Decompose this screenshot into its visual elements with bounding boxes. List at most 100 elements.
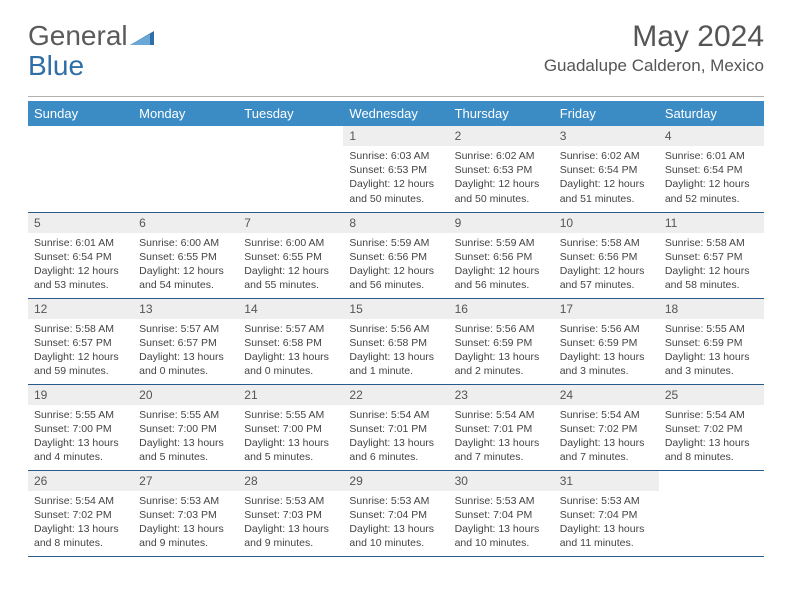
day-details: Sunrise: 5:54 AMSunset: 7:02 PMDaylight:… [659, 405, 764, 469]
calendar-head: SundayMondayTuesdayWednesdayThursdayFrid… [28, 101, 764, 126]
day-details: Sunrise: 5:55 AMSunset: 7:00 PMDaylight:… [238, 405, 343, 469]
day-number: 26 [28, 471, 133, 491]
calendar-cell: 6Sunrise: 6:00 AMSunset: 6:55 PMDaylight… [133, 212, 238, 298]
day-details: Sunrise: 5:59 AMSunset: 6:56 PMDaylight:… [449, 233, 554, 297]
day-details: Sunrise: 5:55 AMSunset: 7:00 PMDaylight:… [133, 405, 238, 469]
calendar-cell: 27Sunrise: 5:53 AMSunset: 7:03 PMDayligh… [133, 470, 238, 556]
calendar-cell: 19Sunrise: 5:55 AMSunset: 7:00 PMDayligh… [28, 384, 133, 470]
calendar-cell: 30Sunrise: 5:53 AMSunset: 7:04 PMDayligh… [449, 470, 554, 556]
calendar-cell: 28Sunrise: 5:53 AMSunset: 7:03 PMDayligh… [238, 470, 343, 556]
day-number: 11 [659, 213, 764, 233]
calendar-cell: 29Sunrise: 5:53 AMSunset: 7:04 PMDayligh… [343, 470, 448, 556]
location: Guadalupe Calderon, Mexico [544, 56, 764, 76]
day-number: 16 [449, 299, 554, 319]
calendar-week-row: 12Sunrise: 5:58 AMSunset: 6:57 PMDayligh… [28, 298, 764, 384]
calendar-cell: . [133, 126, 238, 212]
header: General May 2024 Guadalupe Calderon, Mex… [28, 20, 764, 76]
weekday-header: Thursday [449, 101, 554, 126]
day-details: Sunrise: 5:53 AMSunset: 7:04 PMDaylight:… [449, 491, 554, 555]
calendar-cell: . [28, 126, 133, 212]
day-details: Sunrise: 6:02 AMSunset: 6:53 PMDaylight:… [449, 146, 554, 210]
day-number: 27 [133, 471, 238, 491]
calendar-cell: 13Sunrise: 5:57 AMSunset: 6:57 PMDayligh… [133, 298, 238, 384]
calendar-cell: 11Sunrise: 5:58 AMSunset: 6:57 PMDayligh… [659, 212, 764, 298]
day-number: 6 [133, 213, 238, 233]
day-number: 24 [554, 385, 659, 405]
day-details: Sunrise: 6:00 AMSunset: 6:55 PMDaylight:… [238, 233, 343, 297]
calendar-table: SundayMondayTuesdayWednesdayThursdayFrid… [28, 101, 764, 557]
calendar-cell: 9Sunrise: 5:59 AMSunset: 6:56 PMDaylight… [449, 212, 554, 298]
calendar-cell: 10Sunrise: 5:58 AMSunset: 6:56 PMDayligh… [554, 212, 659, 298]
day-details: Sunrise: 5:57 AMSunset: 6:58 PMDaylight:… [238, 319, 343, 383]
logo-text-gray: General [28, 20, 128, 52]
weekday-row: SundayMondayTuesdayWednesdayThursdayFrid… [28, 101, 764, 126]
calendar-cell: 25Sunrise: 5:54 AMSunset: 7:02 PMDayligh… [659, 384, 764, 470]
day-number: 1 [343, 126, 448, 146]
day-number: 28 [238, 471, 343, 491]
weekday-header: Sunday [28, 101, 133, 126]
calendar-cell: 26Sunrise: 5:54 AMSunset: 7:02 PMDayligh… [28, 470, 133, 556]
weekday-header: Wednesday [343, 101, 448, 126]
logo: General [28, 20, 154, 52]
calendar-cell: 2Sunrise: 6:02 AMSunset: 6:53 PMDaylight… [449, 126, 554, 212]
calendar-week-row: 5Sunrise: 6:01 AMSunset: 6:54 PMDaylight… [28, 212, 764, 298]
day-details: Sunrise: 5:58 AMSunset: 6:57 PMDaylight:… [659, 233, 764, 297]
day-number: 15 [343, 299, 448, 319]
day-number: 14 [238, 299, 343, 319]
day-details: Sunrise: 6:01 AMSunset: 6:54 PMDaylight:… [659, 146, 764, 210]
day-details: Sunrise: 5:54 AMSunset: 7:02 PMDaylight:… [554, 405, 659, 469]
day-number: 2 [449, 126, 554, 146]
title-block: May 2024 Guadalupe Calderon, Mexico [544, 20, 764, 76]
calendar-cell: 31Sunrise: 5:53 AMSunset: 7:04 PMDayligh… [554, 470, 659, 556]
calendar-cell: 22Sunrise: 5:54 AMSunset: 7:01 PMDayligh… [343, 384, 448, 470]
day-details: Sunrise: 5:59 AMSunset: 6:56 PMDaylight:… [343, 233, 448, 297]
day-number: 13 [133, 299, 238, 319]
calendar-cell: 5Sunrise: 6:01 AMSunset: 6:54 PMDaylight… [28, 212, 133, 298]
day-details: Sunrise: 5:54 AMSunset: 7:01 PMDaylight:… [343, 405, 448, 469]
calendar-cell: 1Sunrise: 6:03 AMSunset: 6:53 PMDaylight… [343, 126, 448, 212]
calendar-cell: 17Sunrise: 5:56 AMSunset: 6:59 PMDayligh… [554, 298, 659, 384]
day-number: 17 [554, 299, 659, 319]
day-number: 4 [659, 126, 764, 146]
day-number: 29 [343, 471, 448, 491]
day-details: Sunrise: 5:58 AMSunset: 6:57 PMDaylight:… [28, 319, 133, 383]
calendar-cell: 7Sunrise: 6:00 AMSunset: 6:55 PMDaylight… [238, 212, 343, 298]
calendar-cell: 14Sunrise: 5:57 AMSunset: 6:58 PMDayligh… [238, 298, 343, 384]
day-details: Sunrise: 6:01 AMSunset: 6:54 PMDaylight:… [28, 233, 133, 297]
calendar-cell: 4Sunrise: 6:01 AMSunset: 6:54 PMDaylight… [659, 126, 764, 212]
calendar-cell: 24Sunrise: 5:54 AMSunset: 7:02 PMDayligh… [554, 384, 659, 470]
day-details: Sunrise: 5:55 AMSunset: 7:00 PMDaylight:… [28, 405, 133, 469]
day-number: 31 [554, 471, 659, 491]
calendar-cell: 3Sunrise: 6:02 AMSunset: 6:54 PMDaylight… [554, 126, 659, 212]
day-number: 22 [343, 385, 448, 405]
day-details: Sunrise: 5:56 AMSunset: 6:58 PMDaylight:… [343, 319, 448, 383]
day-details: Sunrise: 5:53 AMSunset: 7:04 PMDaylight:… [343, 491, 448, 555]
day-number: 23 [449, 385, 554, 405]
calendar-body: ...1Sunrise: 6:03 AMSunset: 6:53 PMDayli… [28, 126, 764, 556]
day-number: 18 [659, 299, 764, 319]
weekday-header: Monday [133, 101, 238, 126]
divider [28, 96, 764, 97]
day-number: 20 [133, 385, 238, 405]
calendar-week-row: 26Sunrise: 5:54 AMSunset: 7:02 PMDayligh… [28, 470, 764, 556]
month-title: May 2024 [544, 20, 764, 54]
day-number: 30 [449, 471, 554, 491]
day-number: 3 [554, 126, 659, 146]
day-number: 7 [238, 213, 343, 233]
day-details: Sunrise: 5:56 AMSunset: 6:59 PMDaylight:… [449, 319, 554, 383]
day-number: 5 [28, 213, 133, 233]
day-details: Sunrise: 5:54 AMSunset: 7:01 PMDaylight:… [449, 405, 554, 469]
day-number: 10 [554, 213, 659, 233]
day-number: 8 [343, 213, 448, 233]
weekday-header: Friday [554, 101, 659, 126]
day-details: Sunrise: 6:02 AMSunset: 6:54 PMDaylight:… [554, 146, 659, 210]
calendar-cell: 16Sunrise: 5:56 AMSunset: 6:59 PMDayligh… [449, 298, 554, 384]
calendar-cell: . [659, 470, 764, 556]
calendar-cell: . [238, 126, 343, 212]
day-number: 25 [659, 385, 764, 405]
day-details: Sunrise: 6:00 AMSunset: 6:55 PMDaylight:… [133, 233, 238, 297]
day-number: 21 [238, 385, 343, 405]
day-details: Sunrise: 6:03 AMSunset: 6:53 PMDaylight:… [343, 146, 448, 210]
day-details: Sunrise: 5:54 AMSunset: 7:02 PMDaylight:… [28, 491, 133, 555]
day-number: 12 [28, 299, 133, 319]
